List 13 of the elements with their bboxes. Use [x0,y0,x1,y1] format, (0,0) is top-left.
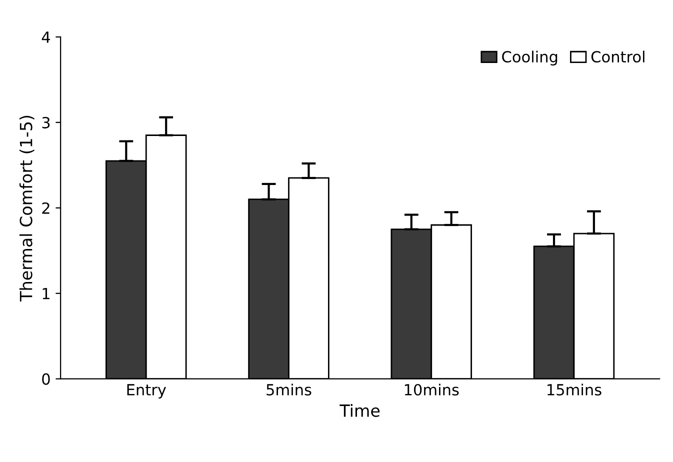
x-tick-label: Entry [127,384,166,398]
y-tick-label: 0 [42,373,50,385]
y-tick-label: 4 [42,32,50,43]
x-tick-label: 10mins [404,384,459,396]
y-tick-label: 2 [42,202,50,214]
x-tick-label: 5mins [266,384,312,396]
y-tick-label: 1 [42,288,50,300]
legend-label: Control [591,50,644,63]
legend-label: Cooling [502,50,558,66]
y-axis-title: Thermal Comfort (1-5) [19,116,34,302]
x-axis-title: Time [340,404,380,417]
y-tick-label: 3 [42,116,50,128]
x-tick-label: 15mins [548,384,602,396]
